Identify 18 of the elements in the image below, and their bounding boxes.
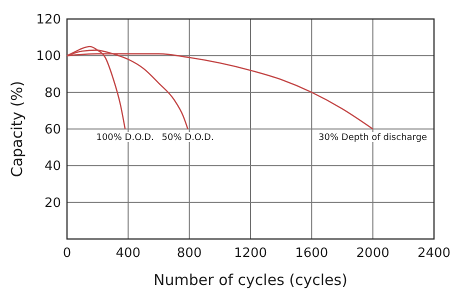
x-tick-label: 2400: [417, 246, 451, 261]
series-label: 50% D.O.D.: [162, 133, 214, 143]
y-tick-label: 80: [44, 86, 61, 101]
x-axis-title: Number of cycles (cycles): [154, 271, 348, 289]
series-label: 100% D.O.D.: [96, 133, 154, 143]
series-label: 30% Depth of discharge: [318, 133, 428, 143]
x-tick-label: 1600: [295, 246, 328, 261]
x-tick-label: 800: [176, 246, 202, 261]
x-tick-label: 2000: [356, 246, 390, 261]
y-axis-title: Capacity (%): [8, 80, 26, 178]
y-tick-label: 20: [44, 196, 61, 211]
y-tick-label: 120: [36, 12, 61, 28]
y-tick-label: 60: [44, 122, 61, 138]
x-tick-label: 1200: [234, 246, 268, 261]
x-tick-label: 0: [62, 246, 72, 261]
y-tick-label: 40: [44, 159, 61, 174]
y-tick-label: 100: [36, 49, 61, 64]
x-tick-label: 400: [116, 246, 141, 261]
